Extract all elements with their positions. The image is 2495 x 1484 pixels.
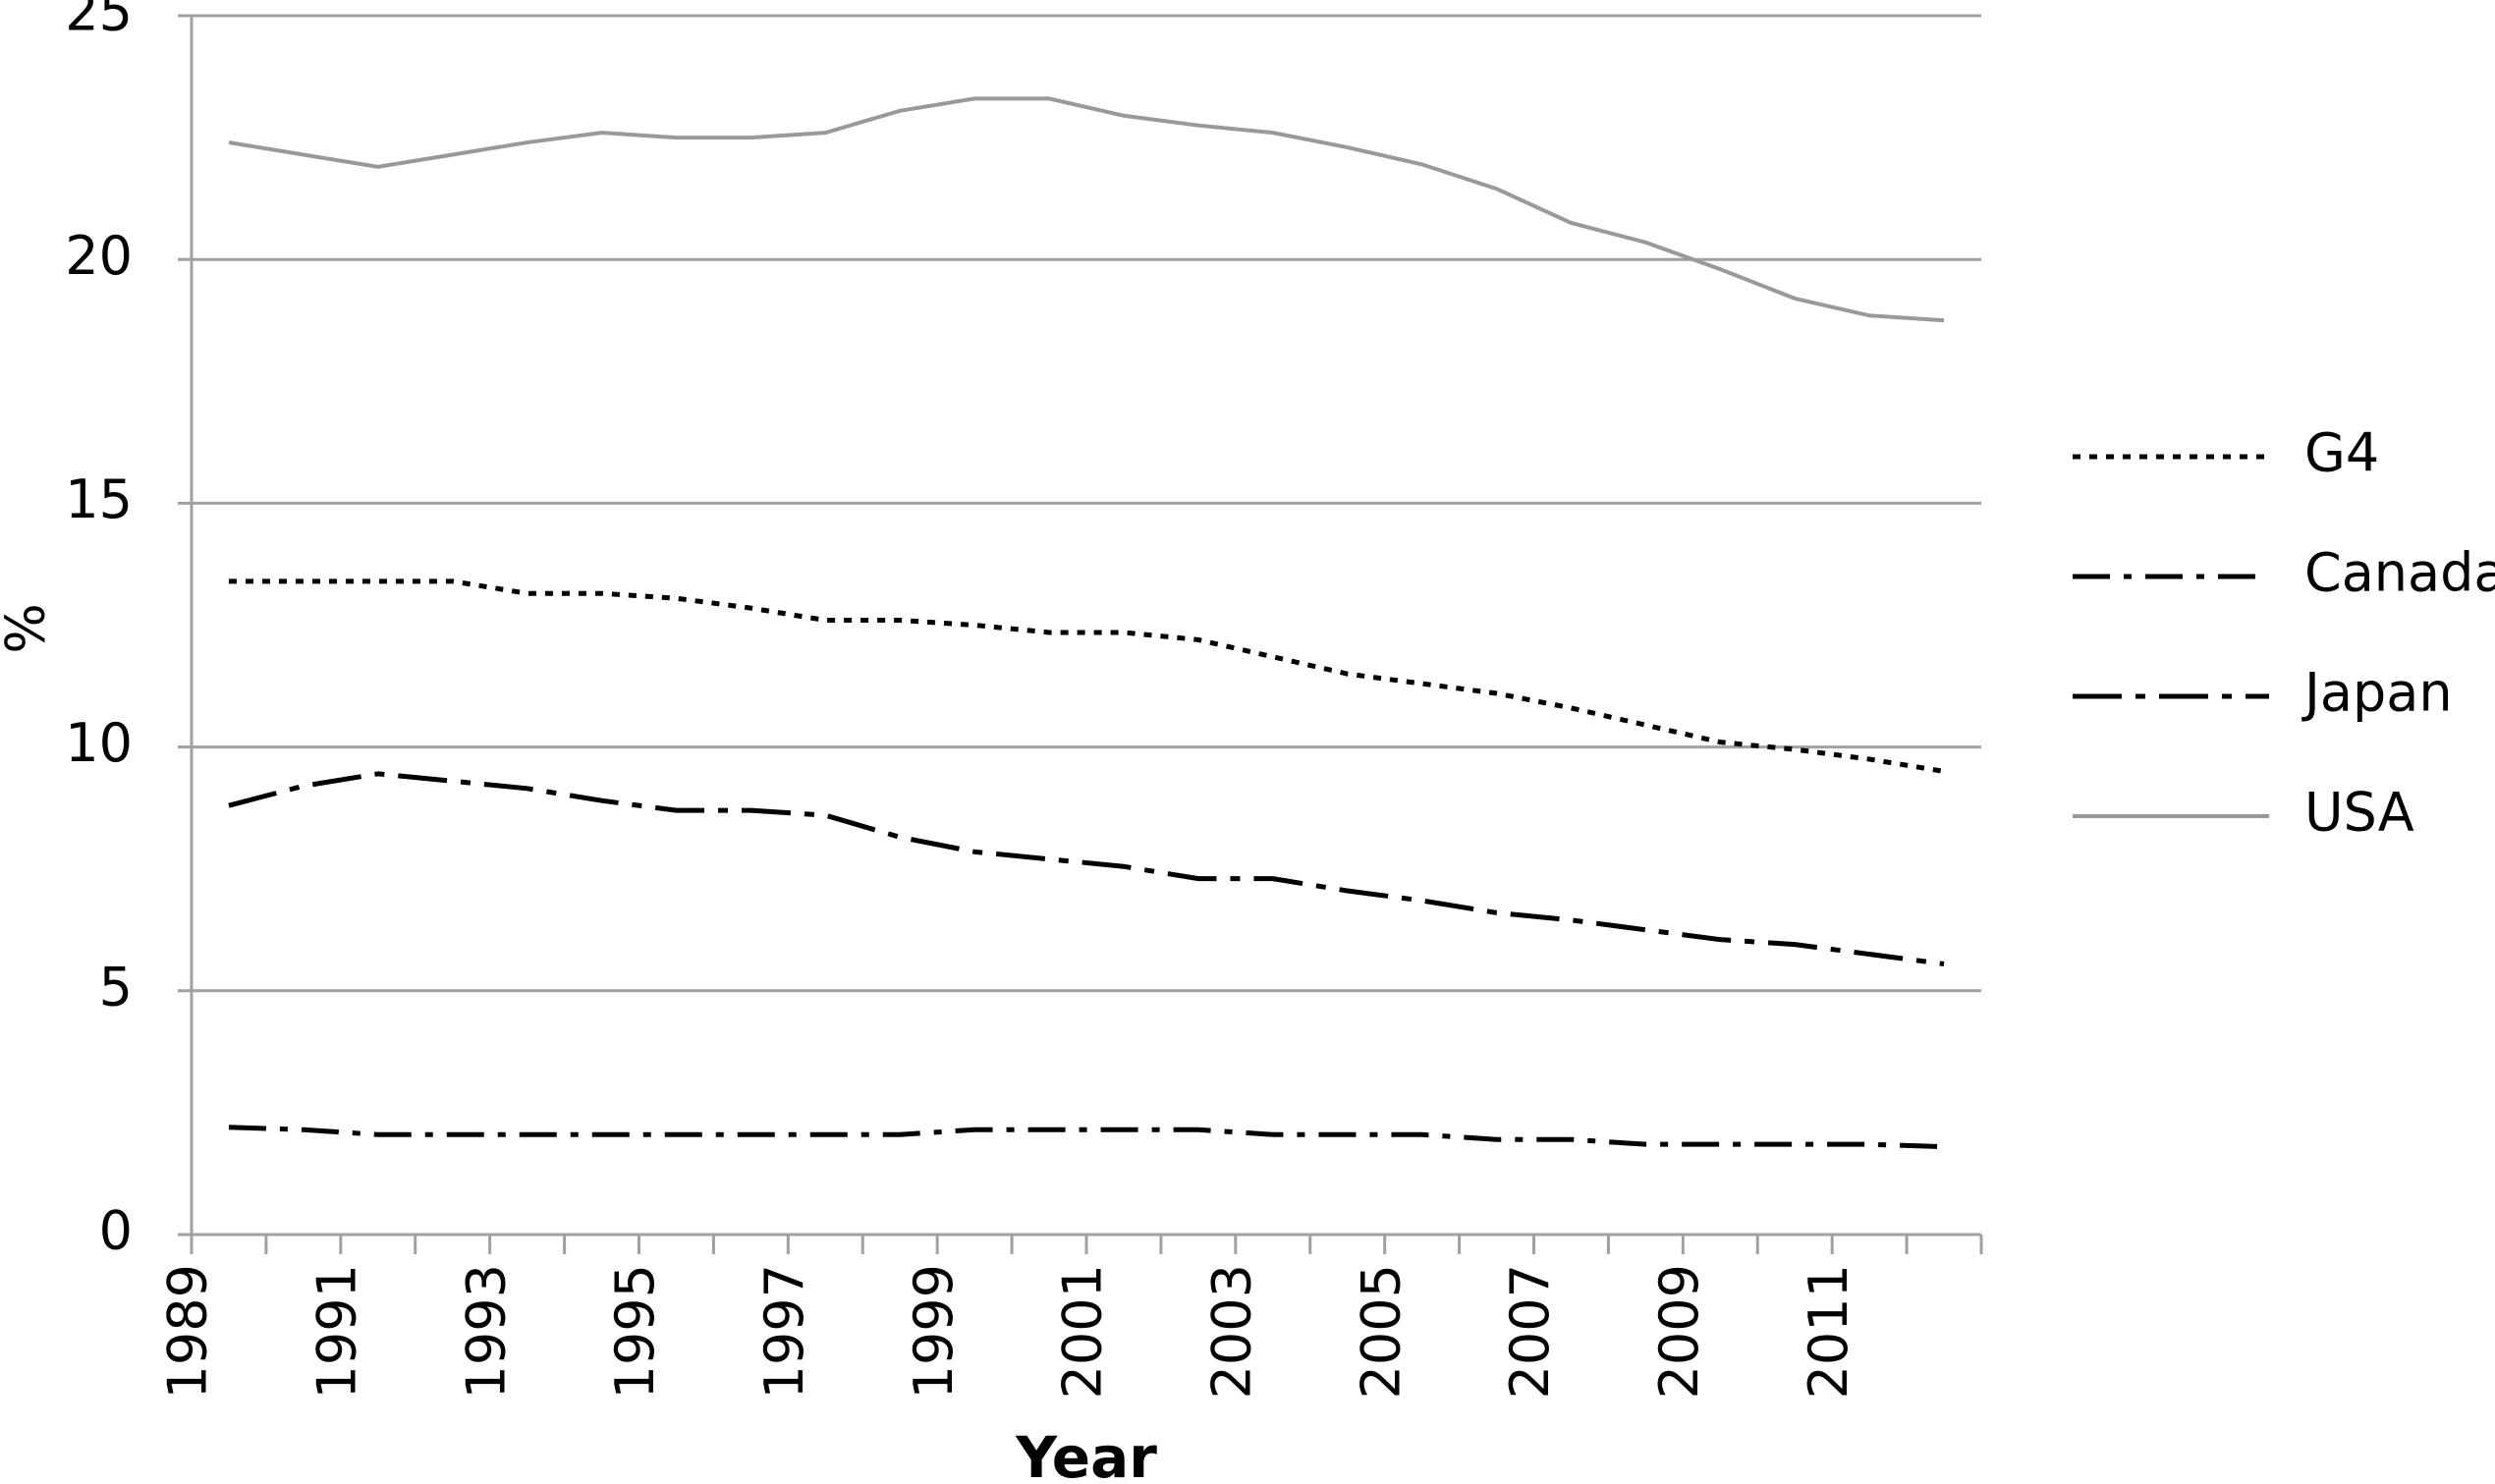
x-tick-label: 2009	[1648, 1264, 1710, 1399]
x-tick-label: 2001	[1052, 1264, 1114, 1399]
series-line	[228, 1125, 1945, 1150]
x-tick-label: 2005	[1350, 1264, 1412, 1399]
x-axis-title: Year	[1015, 1424, 1157, 1484]
y-tick-label: 5	[99, 956, 133, 1017]
x-tick-label: 1999	[903, 1264, 965, 1399]
x-tick-label: 1991	[305, 1264, 367, 1399]
series-line	[228, 578, 1945, 774]
y-tick-label: 0	[99, 1200, 133, 1262]
series-line	[228, 96, 1945, 323]
y-tick-label: 20	[65, 225, 133, 287]
x-tick-label: 2011	[1798, 1264, 1859, 1399]
x-tick-label: 1995	[604, 1264, 666, 1399]
legend-label: Canada	[2304, 542, 2495, 604]
legend-label: G4	[2304, 422, 2379, 484]
x-tick-label: 1993	[455, 1264, 517, 1399]
x-tick-label: 1989	[157, 1264, 219, 1399]
series-line	[228, 771, 1945, 966]
y-axis-title: %	[0, 603, 57, 653]
y-tick-label: 10	[65, 712, 133, 774]
y-tick-label: 15	[65, 468, 133, 530]
x-tick-label: 2007	[1499, 1264, 1561, 1399]
y-tick-label: 25	[65, 0, 133, 43]
legend-label: Japan	[2301, 662, 2453, 724]
x-tick-label: 2003	[1200, 1264, 1262, 1399]
x-tick-label: 1997	[753, 1264, 815, 1399]
legend-label: USA	[2304, 782, 2414, 844]
